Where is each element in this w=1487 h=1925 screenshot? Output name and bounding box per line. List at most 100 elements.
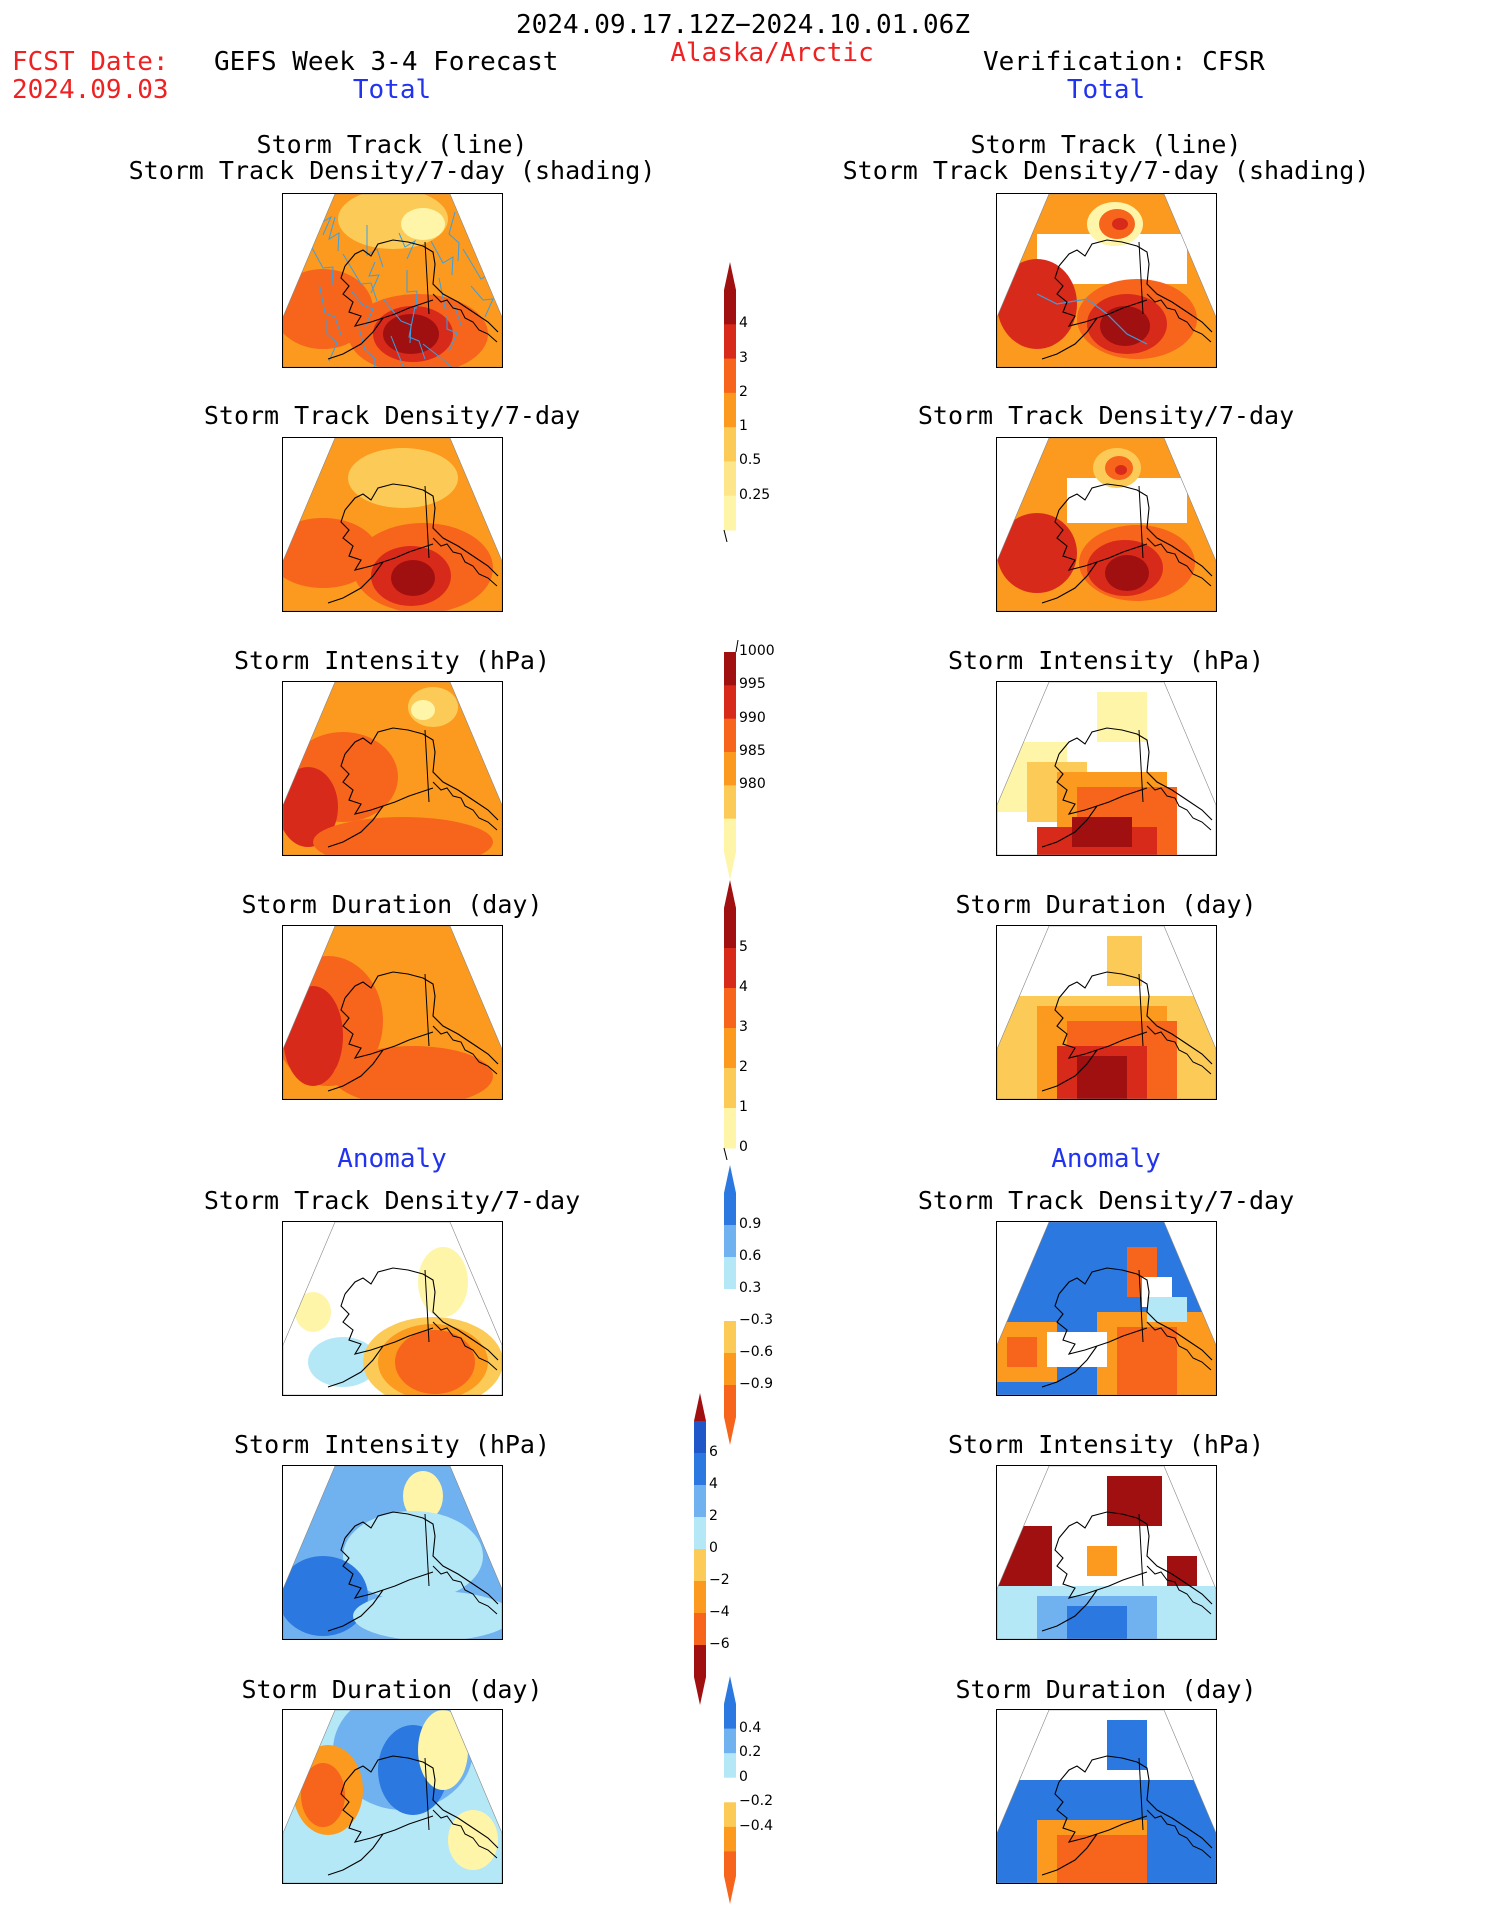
right-total-label: Total xyxy=(1066,75,1146,105)
us-canada-border xyxy=(1138,1513,1144,1587)
southeast-coast xyxy=(432,781,498,831)
southeast-coast xyxy=(1146,1025,1212,1075)
colorbar-max-arrow xyxy=(694,1393,706,1421)
colorbar-tick-label: 985 xyxy=(739,743,766,759)
colorbar-tick-label: 990 xyxy=(739,709,766,726)
west-high xyxy=(997,513,1077,593)
colorbar-swatch xyxy=(694,1549,706,1582)
right-intensity-anom-title: Storm Intensity (hPa) xyxy=(947,1430,1265,1459)
north-slight-positive xyxy=(418,1710,468,1790)
colorbar-swatch xyxy=(694,1485,706,1518)
north-min xyxy=(401,208,445,240)
storm-track-line xyxy=(398,232,417,260)
north-max xyxy=(1115,465,1127,475)
southeast-coast xyxy=(1146,1321,1212,1371)
gulf-deepest xyxy=(1072,817,1132,847)
map-right-duration xyxy=(996,925,1217,1100)
map-right-intensity-anomaly xyxy=(996,1465,1217,1640)
colorbar-swatch xyxy=(724,685,736,720)
gulf-strong-positive xyxy=(1057,1835,1147,1883)
alaska-coastline xyxy=(327,1755,499,1876)
map-left-density-anomaly xyxy=(282,1221,503,1396)
south xyxy=(313,817,493,855)
map-left-intensity-anomaly xyxy=(282,1465,503,1640)
colorbar-swatch xyxy=(724,1108,736,1149)
colorbar-swatch xyxy=(724,988,736,1029)
map-right-track-density xyxy=(996,193,1217,368)
east-slight-positive xyxy=(448,1810,498,1870)
colorbar-tick-label: 4 xyxy=(739,315,748,332)
colorbar-swatch xyxy=(724,1225,736,1258)
map-right-density-anomaly xyxy=(996,1221,1217,1396)
southeast-coast xyxy=(432,1025,498,1075)
colorbar-swatch xyxy=(724,1068,736,1109)
colorbar-swatch xyxy=(724,392,736,428)
colorbar-swatch xyxy=(724,818,736,853)
alaska-coastline xyxy=(327,1267,499,1388)
colorbar-max-arrow xyxy=(724,880,736,908)
colorbar-swatch xyxy=(694,1645,706,1678)
storm-track-line xyxy=(422,343,452,367)
alaska-coastline xyxy=(327,1511,499,1632)
colorbar-swatch xyxy=(724,785,736,820)
colorbar-swatch xyxy=(724,1777,736,1803)
storm-track-line xyxy=(1036,293,1148,345)
south-slight-negative xyxy=(353,1591,502,1639)
right-duration-anom-title: Storm Duration (day) xyxy=(955,1675,1257,1704)
north-max xyxy=(1112,218,1128,230)
colorbar-tick-label: 5 xyxy=(739,939,748,955)
colorbar-swatch xyxy=(694,1581,706,1614)
us-canada-border xyxy=(1138,1757,1144,1831)
colorbar-swatch xyxy=(724,1028,736,1069)
colorbar-swatch xyxy=(694,1613,706,1646)
colorbar-tick-label: 0.3 xyxy=(739,1280,762,1296)
right-track-shading-title: Storm Track Density/7-day (shading) xyxy=(842,156,1370,186)
storm-track-line xyxy=(350,290,374,328)
west-density xyxy=(283,269,373,349)
colorbar-swatch xyxy=(724,427,736,462)
north-strong-positive xyxy=(1107,1476,1162,1526)
colorbar-swatch xyxy=(694,1453,706,1486)
colorbar-swatch xyxy=(724,461,736,497)
storm-track-line xyxy=(406,270,418,310)
north-positive xyxy=(403,1471,443,1521)
storm-track-line xyxy=(342,253,378,302)
colorbar-min-arrow xyxy=(724,1876,736,1904)
colorbar-tick-label: 4 xyxy=(739,979,748,995)
gulf-max xyxy=(1105,555,1149,591)
colorbar-swatch xyxy=(724,358,736,394)
southeast-coast xyxy=(1146,537,1212,587)
right-track-title: Storm Track (line) Storm Track Density/7… xyxy=(842,130,1370,186)
map-left-duration xyxy=(282,925,503,1100)
alaska-coastline xyxy=(1041,239,1213,360)
storm-track-line xyxy=(310,245,334,286)
left-density-title: Storm Track Density/7-day xyxy=(203,401,581,430)
colorbar-swatch xyxy=(724,1826,736,1852)
storm-track-line xyxy=(446,315,458,352)
alaska-coastline xyxy=(1041,1755,1213,1876)
north-weakest xyxy=(411,700,435,720)
alaska-coastline xyxy=(1041,1267,1213,1388)
storm-track-line xyxy=(366,225,384,268)
colorbar-tick-label: 995 xyxy=(739,676,766,693)
colorbar-tick-label: 1 xyxy=(739,1099,748,1115)
us-canada-border xyxy=(424,1269,430,1343)
southeast-coast xyxy=(432,1321,498,1371)
southeast-coast xyxy=(1146,1809,1212,1859)
left-track-shading-title: Storm Track Density/7-day (shading) xyxy=(128,156,656,186)
alaska-coastline xyxy=(1041,971,1213,1092)
colorbar-swatch xyxy=(724,1193,736,1226)
colorbar-tick-label: 0.4 xyxy=(739,1719,762,1736)
left-density-anom-title: Storm Track Density/7-day xyxy=(203,1186,581,1215)
left-duration-title: Storm Duration (day) xyxy=(241,890,543,919)
us-canada-border xyxy=(424,241,430,315)
colorbar-min-arrow xyxy=(724,852,736,880)
right-anomaly-label: Anomaly xyxy=(1051,1144,1161,1174)
right-track-line-title: Storm Track (line) xyxy=(970,130,1242,159)
left-total-label: Total xyxy=(352,75,432,105)
colorbar-tail xyxy=(735,639,739,653)
southeast-coast xyxy=(1146,293,1212,343)
southwest-deep xyxy=(283,767,338,847)
storm-track-line xyxy=(430,240,454,276)
alaska-coastline xyxy=(327,971,499,1092)
